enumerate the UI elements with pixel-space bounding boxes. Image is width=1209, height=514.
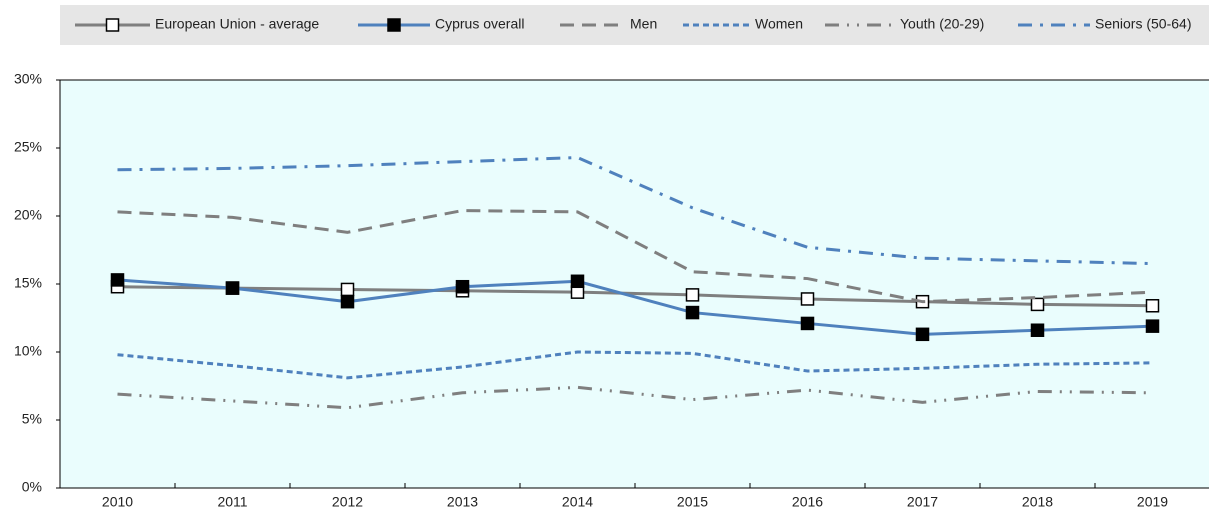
point-marker xyxy=(915,327,930,342)
x-tick-label: 2013 xyxy=(447,494,478,510)
point-marker xyxy=(1030,323,1045,337)
legend-label: Seniors (50-64) xyxy=(1095,16,1192,32)
x-tick-label: 2019 xyxy=(1137,494,1168,510)
plot-area xyxy=(59,79,1209,489)
point-marker xyxy=(800,316,815,331)
series-line xyxy=(117,156,1153,266)
legend-label: Men xyxy=(630,16,657,32)
point-marker xyxy=(110,273,125,287)
series-line xyxy=(117,285,1153,308)
x-tick-label: 2011 xyxy=(217,494,247,510)
y-tick-label: 0% xyxy=(22,479,42,495)
series-line xyxy=(117,209,1153,304)
y-tick-label: 5% xyxy=(22,411,42,427)
y-tick-label: 25% xyxy=(14,139,42,155)
point-marker xyxy=(685,288,700,302)
legend-marker xyxy=(105,18,120,32)
legend-marker xyxy=(387,18,401,32)
y-tick-label: 10% xyxy=(14,343,42,359)
point-marker xyxy=(1030,297,1045,312)
x-tick-label: 2017 xyxy=(907,494,938,510)
x-tick-label: 2014 xyxy=(562,494,593,510)
x-tick-label: 2012 xyxy=(332,494,363,510)
legend-box xyxy=(60,5,1209,45)
point-marker xyxy=(225,281,240,295)
x-tick-label: 2016 xyxy=(792,494,823,510)
point-marker xyxy=(800,292,815,306)
legend-label: Youth (20-29) xyxy=(900,16,984,32)
point-marker xyxy=(570,274,585,289)
x-tick-label: 2015 xyxy=(677,494,708,510)
series-line xyxy=(117,278,1153,336)
x-tick-label: 2018 xyxy=(1022,494,1053,510)
point-marker xyxy=(455,279,470,294)
x-tick-label: 2010 xyxy=(102,494,133,510)
y-tick-label: 20% xyxy=(14,207,42,223)
point-marker xyxy=(340,294,355,309)
legend-label: European Union - average xyxy=(155,16,319,32)
series-line xyxy=(117,385,1153,410)
legend-label: Women xyxy=(755,16,803,32)
y-tick-label: 15% xyxy=(14,275,42,291)
point-marker xyxy=(340,282,355,297)
series-line xyxy=(117,350,1153,380)
point-marker xyxy=(1145,299,1160,313)
y-tick-label: 30% xyxy=(14,71,42,87)
legend-label: Cyprus overall xyxy=(435,16,524,32)
point-marker xyxy=(685,305,700,320)
point-marker xyxy=(1145,319,1160,333)
